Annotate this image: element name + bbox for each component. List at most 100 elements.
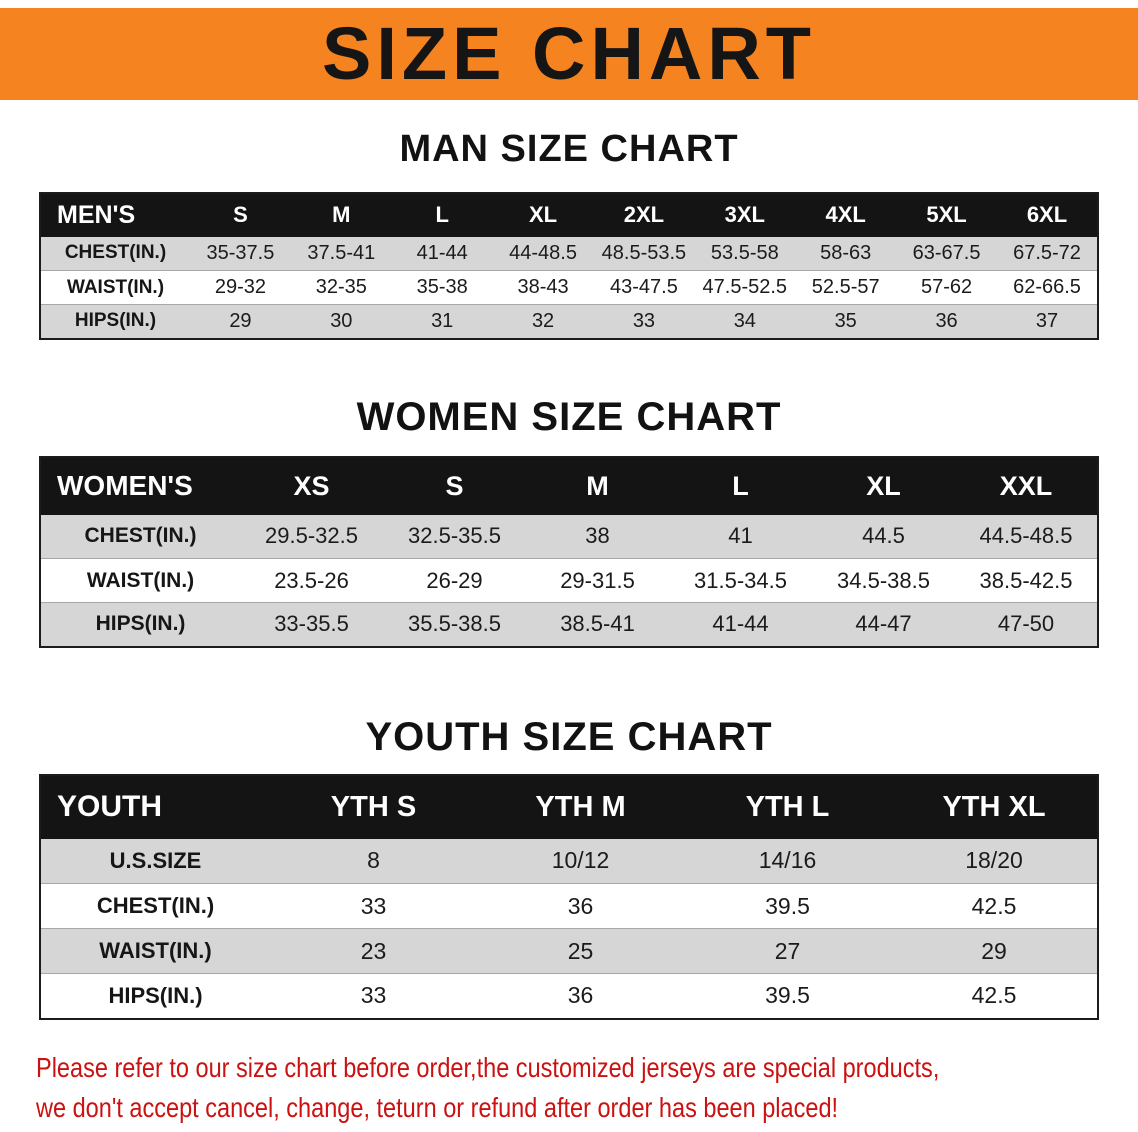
value-cell: 41-44 — [712, 611, 769, 637]
value-cell: 14/16 — [758, 847, 817, 874]
value-cell: 30 — [330, 309, 353, 332]
value-cell: 10/12 — [551, 847, 610, 874]
value-cell: 42.5 — [971, 982, 1017, 1009]
size-chart-banner: SIZE CHART — [0, 8, 1138, 100]
table-row: U.S.SIZE 8 10/12 14/16 18/20 — [40, 838, 1098, 884]
table-row: WAIST(IN.) 29-32 32-35 35-38 38-43 43-47.5 47.… — [40, 270, 1098, 305]
women-size-chart-heading: WOMEN SIZE CHART — [356, 394, 782, 439]
value-cell: 36 — [567, 982, 594, 1009]
youth-size-table: YOUTH YTH S YTH M YTH L YTH XL U.S.SIZE 8 10/12… — [39, 773, 1099, 1020]
size-header-cell: YTH M — [477, 774, 684, 839]
value-cell: 38 — [585, 523, 610, 549]
value-cell: 25 — [567, 937, 594, 964]
size-header-cell: S — [190, 192, 291, 237]
size-header-cell: 2XL — [593, 192, 695, 237]
value-cell: 31 — [431, 309, 454, 332]
value-cell: 53.5-58 — [710, 241, 779, 264]
table-title-cell: YOUTH — [40, 774, 270, 839]
size-header-cell: 6XL — [997, 192, 1098, 237]
row-label-cell: HIPS(IN.) — [108, 982, 203, 1008]
value-cell: 62-66.5 — [1013, 276, 1081, 299]
size-header-cell: 5XL — [896, 192, 997, 237]
row-label-cell: CHEST(IN.) — [64, 242, 167, 264]
table-header-row: MEN'S S M L XL 2XL 3XL 4XL 5XL 6XL — [40, 192, 1098, 237]
value-cell: 23.5-26 — [274, 567, 349, 593]
value-cell: 37.5-41 — [307, 241, 376, 264]
value-cell: 35-38 — [416, 276, 468, 299]
table-row: WAIST(IN.) 23 25 27 29 — [40, 928, 1098, 974]
value-cell: 35-37.5 — [206, 241, 275, 264]
row-label-cell: CHEST(IN.) — [96, 893, 215, 919]
man-size-chart-section: MAN SIZE CHART MEN'S S M L XL 2XL 3XL 4XL 5XL 6XL… — [0, 128, 1138, 340]
value-cell: 34 — [733, 309, 756, 332]
size-header-cell: YTH XL — [891, 774, 1098, 839]
size-header-cell: L — [391, 192, 493, 237]
value-cell: 27 — [774, 937, 801, 964]
value-cell: 26-29 — [426, 567, 483, 593]
value-cell: 41 — [728, 523, 753, 549]
value-cell: 38-43 — [517, 276, 569, 299]
value-cell: 8 — [367, 847, 380, 874]
value-cell: 39.5 — [765, 892, 810, 919]
value-cell: 23 — [360, 937, 387, 964]
table-row: CHEST(IN.) 35-37.5 37.5-41 41-44 44-48.5 48.5… — [40, 236, 1098, 271]
size-header-cell: XL — [492, 192, 594, 237]
value-cell: 43-47.5 — [610, 276, 678, 299]
value-cell: 18/20 — [965, 847, 1023, 874]
row-label-cell: WAIST(IN.) — [86, 568, 195, 592]
size-header-cell: S — [383, 456, 526, 515]
table-title-cell: WOMEN'S — [40, 456, 240, 515]
men-size-table: MEN'S S M L XL 2XL 3XL 4XL 5XL 6XL CHEST(IN.) 35-37… — [39, 191, 1099, 340]
value-cell: 33 — [360, 982, 387, 1009]
size-header-cell: XXL — [955, 456, 1098, 515]
disclaimer: Please refer to our size chart before or… — [36, 1048, 1138, 1129]
value-cell: 57-62 — [920, 276, 973, 299]
row-label-cell: CHEST(IN.) — [84, 524, 197, 548]
value-cell: 32 — [531, 309, 555, 332]
value-cell: 38.5-42.5 — [979, 567, 1073, 593]
banner-title: SIZE CHART — [322, 12, 816, 95]
table-row: CHEST(IN.) 33 36 39.5 42.5 — [40, 883, 1098, 929]
table-row: WAIST(IN.) 23.5-26 26-29 29-31.5 31.5-34.5 34… — [40, 558, 1098, 603]
size-header-cell: XS — [240, 456, 383, 515]
table-row: HIPS(IN.) 29 30 31 32 33 34 35 36 37 — [40, 304, 1098, 339]
value-cell: 39.5 — [765, 982, 810, 1009]
size-header-cell: 4XL — [795, 192, 897, 237]
value-cell: 44.5-48.5 — [979, 523, 1073, 549]
size-header-cell: XL — [812, 456, 955, 515]
value-cell: 38.5-41 — [560, 611, 635, 637]
value-cell: 44-48.5 — [509, 241, 577, 264]
value-cell: 32.5-35.5 — [408, 523, 501, 549]
value-cell: 58-63 — [820, 241, 872, 264]
size-header-cell: M — [526, 456, 669, 515]
value-cell: 47-50 — [997, 611, 1055, 637]
value-cell: 33-35.5 — [274, 611, 349, 637]
value-cell: 29.5-32.5 — [265, 523, 358, 549]
value-cell: 29-31.5 — [560, 567, 635, 593]
disclaimer-line-2: we don't accept cancel, change, teturn o… — [36, 1092, 839, 1124]
table-row: CHEST(IN.) 29.5-32.5 32.5-35.5 38 41 44.5 44.5… — [40, 514, 1098, 559]
value-cell: 33 — [360, 892, 387, 919]
value-cell: 42.5 — [971, 892, 1017, 919]
table-row: HIPS(IN.) 33-35.5 35.5-38.5 38.5-41 41-44 44-… — [40, 602, 1098, 647]
table-row: HIPS(IN.) 33 36 39.5 42.5 — [40, 973, 1098, 1019]
man-size-chart-heading: MAN SIZE CHART — [399, 128, 739, 170]
disclaimer-line-1: Please refer to our size chart before or… — [36, 1051, 940, 1083]
value-cell: 44.5 — [862, 523, 905, 549]
value-cell: 37 — [1035, 309, 1059, 332]
table-title-cell: MEN'S — [40, 192, 190, 237]
value-cell: 35.5-38.5 — [408, 611, 501, 637]
value-cell: 29-32 — [214, 276, 267, 299]
value-cell: 44-47 — [855, 611, 912, 637]
value-cell: 41-44 — [416, 241, 468, 264]
size-header-cell: L — [669, 456, 812, 515]
value-cell: 29 — [229, 309, 252, 332]
size-header-cell: 3XL — [694, 192, 796, 237]
row-label-cell: HIPS(IN.) — [74, 310, 157, 332]
table-header-row: WOMEN'S XS S M L XL XXL — [40, 456, 1098, 515]
size-header-cell: YTH S — [270, 774, 477, 839]
size-header-cell: M — [290, 192, 392, 237]
value-cell: 29 — [981, 937, 1007, 964]
value-cell: 34.5-38.5 — [837, 567, 930, 593]
value-cell: 48.5-53.5 — [601, 241, 687, 264]
